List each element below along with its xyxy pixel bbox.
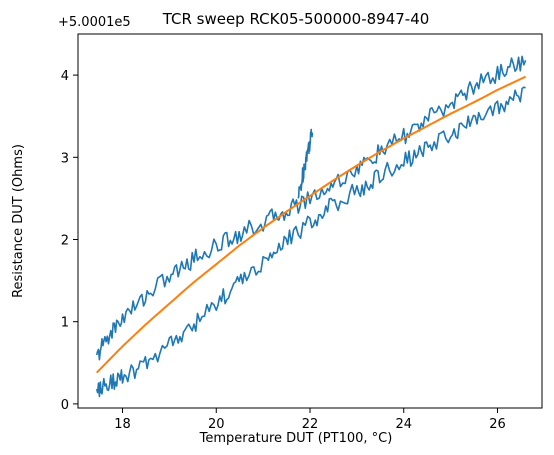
y-offset-label: +5.0001e5 [58,15,131,30]
x-tick-label: 22 [302,417,319,432]
x-tick-label: 20 [208,417,225,432]
x-axis-label: Temperature DUT (PT100, °C) [199,431,393,446]
plot-frame [77,33,543,409]
measured-line-measured-lower-branch [95,86,526,398]
chart-title: TCR sweep RCK05-500000-8947-40 [162,10,430,28]
x-tick-label: 24 [395,417,412,432]
measured-line-measured-spike [297,128,314,199]
x-tick-label: 18 [114,417,131,432]
y-tick-label: 0 [61,398,69,413]
y-axis-ticks: 0 1 2 3 4 [61,69,78,413]
x-axis-ticks: 18 20 22 24 26 [114,408,506,432]
y-tick-label: 1 [61,316,69,331]
y-tick-label: 4 [61,69,69,84]
y-axis-label: Resistance DUT (Ohms) [11,144,26,298]
fit-line [95,75,527,374]
y-tick-label: 2 [61,233,69,248]
y-tick-label: 3 [61,151,69,166]
series-layer [95,55,527,398]
measured-line-measured-upper-branch [95,55,527,361]
x-tick-label: 26 [489,417,506,432]
